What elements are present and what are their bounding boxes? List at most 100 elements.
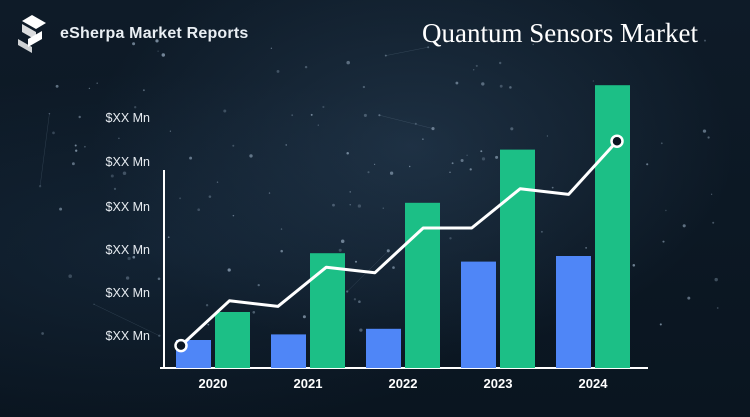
map-dot: [495, 155, 499, 159]
map-dot: [662, 240, 665, 243]
map-dot: [592, 80, 595, 82]
map-dot: [38, 185, 42, 188]
map-dot: [78, 115, 81, 119]
map-dot: [716, 307, 719, 309]
map-dot: [142, 89, 145, 92]
map-dot: [449, 237, 452, 240]
x-tick-label: 2023: [484, 376, 513, 391]
map-dot: [96, 82, 98, 84]
map-dot: [540, 230, 543, 233]
map-dot: [551, 186, 554, 189]
bar-green: [310, 253, 345, 368]
map-dot: [499, 84, 503, 88]
map-dot: [451, 162, 454, 165]
map-dot: [389, 171, 394, 175]
map-dot: [208, 195, 212, 198]
map-dot: [469, 168, 472, 171]
map-dot: [232, 144, 235, 147]
map-dot: [113, 187, 117, 190]
map-dot: [84, 145, 86, 148]
map-dot: [157, 50, 159, 52]
map-dot: [510, 127, 514, 131]
map-dot: [687, 296, 691, 300]
map-dot: [346, 151, 349, 155]
map-dot: [472, 69, 475, 71]
map-dot: [155, 39, 159, 43]
map-dot: [449, 171, 451, 174]
map-dot: [88, 87, 91, 90]
map-dot: [93, 303, 95, 305]
bar-green: [500, 149, 535, 368]
map-dot: [232, 214, 235, 217]
map-dot: [665, 209, 667, 212]
bar-green: [215, 312, 250, 368]
brand-name: eSherpa Market Reports: [60, 25, 249, 42]
map-dot: [285, 144, 287, 146]
map-dot: [317, 124, 319, 126]
x-tick-label: 2022: [389, 376, 418, 391]
map-dot: [132, 42, 136, 46]
map-dot: [349, 191, 351, 193]
map-link: [385, 47, 429, 56]
map-dot: [466, 154, 468, 156]
sherpa-s-logo-icon: [18, 15, 46, 53]
map-dot: [125, 276, 130, 280]
map-dot: [475, 64, 478, 67]
map-dot: [75, 149, 78, 152]
map-dot: [280, 249, 283, 253]
map-dot: [362, 85, 366, 89]
brand-logo[interactable]: eSherpa Market Reports: [12, 12, 248, 56]
map-dot: [322, 105, 325, 109]
map-dot: [216, 181, 219, 183]
map-dot: [357, 204, 362, 208]
map-dot: [48, 112, 51, 115]
map-dot: [659, 323, 662, 326]
map-dot: [363, 113, 367, 117]
map-dot: [127, 256, 131, 261]
map-dot: [702, 129, 707, 133]
map-dot: [304, 65, 308, 69]
map-dot: [74, 144, 77, 147]
bar-blue: [366, 328, 401, 368]
map-dot: [179, 197, 182, 200]
x-tick-label: 2024: [579, 376, 609, 391]
map-dot: [682, 224, 686, 228]
map-dot: [710, 193, 713, 195]
map-dot: [207, 323, 210, 326]
map-dot: [427, 46, 430, 49]
map-dot: [346, 60, 350, 65]
map-dot: [132, 255, 136, 259]
map-dot: [378, 114, 381, 117]
y-tick-label: $XX Mn: [106, 329, 151, 343]
map-dot: [497, 41, 499, 43]
map-dot: [499, 61, 502, 65]
map-dot: [480, 150, 483, 153]
bar-blue: [461, 261, 496, 368]
map-dot: [414, 122, 417, 125]
map-dot: [349, 204, 351, 206]
map-link: [379, 114, 434, 129]
map-dot: [41, 332, 44, 335]
map-dot: [167, 236, 170, 239]
trend-start-marker: [174, 338, 188, 353]
map-dot: [338, 248, 342, 252]
map-dot: [660, 142, 663, 145]
map-dot: [386, 249, 390, 253]
map-dot: [169, 130, 172, 132]
map-dot: [481, 157, 486, 161]
map-dot: [257, 283, 260, 287]
map-dot: [223, 109, 227, 113]
map-dot: [340, 239, 345, 243]
map-dot: [408, 165, 411, 168]
map-dot: [532, 43, 534, 46]
map-dot: [118, 137, 120, 140]
map-dot: [373, 163, 376, 166]
map-dot: [52, 131, 55, 135]
y-tick-label: $XX Mn: [106, 286, 151, 300]
map-dot: [353, 298, 357, 301]
map-dot: [384, 54, 387, 57]
map-dot: [509, 86, 512, 89]
x-tick-label: 2021: [294, 376, 323, 391]
map-dot: [158, 334, 161, 337]
map-dot: [270, 47, 273, 49]
